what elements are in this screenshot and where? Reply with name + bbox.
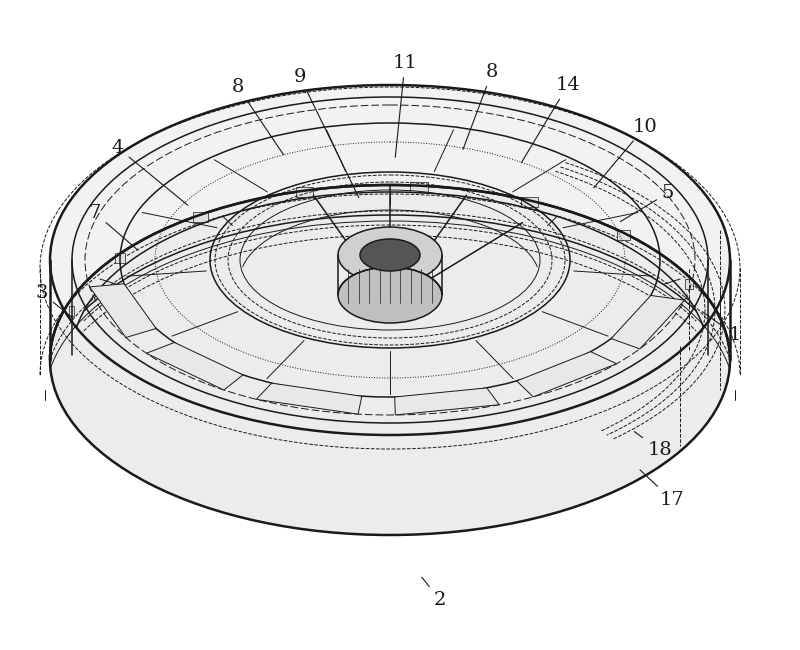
Ellipse shape (50, 185, 730, 535)
Polygon shape (517, 352, 617, 397)
Text: 8: 8 (463, 63, 498, 150)
Ellipse shape (360, 239, 420, 271)
Polygon shape (394, 388, 499, 415)
Polygon shape (90, 284, 156, 337)
Ellipse shape (338, 267, 442, 323)
Text: 2: 2 (422, 577, 446, 609)
Text: 10: 10 (594, 118, 658, 188)
Text: 8: 8 (232, 78, 283, 155)
Polygon shape (617, 231, 630, 240)
Polygon shape (114, 253, 125, 263)
Text: 14: 14 (522, 76, 580, 162)
Text: 1: 1 (702, 311, 741, 344)
Polygon shape (146, 343, 243, 390)
Text: 7: 7 (89, 204, 138, 250)
Text: 3: 3 (36, 284, 73, 318)
Polygon shape (256, 383, 362, 414)
Polygon shape (69, 306, 74, 317)
Text: 9: 9 (294, 68, 358, 198)
Ellipse shape (338, 227, 442, 283)
Text: 4: 4 (112, 139, 188, 205)
Polygon shape (194, 211, 208, 222)
Polygon shape (686, 279, 693, 289)
Ellipse shape (50, 85, 730, 435)
Text: 5: 5 (620, 184, 674, 222)
Polygon shape (611, 296, 685, 349)
Polygon shape (522, 197, 538, 207)
Text: 11: 11 (393, 54, 418, 157)
Polygon shape (410, 181, 428, 192)
Text: 17: 17 (640, 470, 684, 509)
Text: 18: 18 (634, 432, 672, 459)
Polygon shape (296, 187, 314, 197)
